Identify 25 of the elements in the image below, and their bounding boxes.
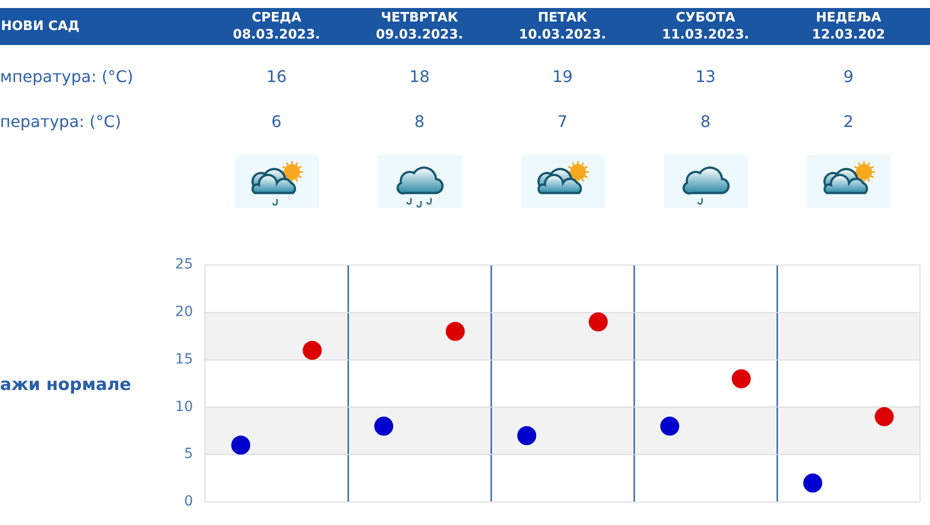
data-label: 18 — [409, 67, 430, 86]
text: НОВИ САД — [1, 18, 80, 36]
text: СУБОТА 11.03.2023. — [662, 10, 750, 42]
y-tick-label: 15 — [175, 351, 193, 368]
data-label: 8 — [414, 112, 425, 132]
y-tick-label: 10 — [175, 398, 193, 415]
data-label: 19 — [552, 67, 573, 86]
text: ЧЕТВРТАК 09.03.2023. — [376, 10, 464, 42]
data-label: 2 — [843, 112, 854, 132]
data-label: 9 — [843, 67, 854, 86]
y-tick-label: 20 — [175, 304, 193, 320]
text: НЕДЕЉА 12.03.202 — [812, 10, 886, 42]
y-tick-label: 25 — [175, 256, 193, 273]
text: ажи нормале — [0, 374, 132, 396]
data-label: 13 — [695, 67, 716, 86]
data-label: 6 — [271, 112, 282, 132]
data-label: 7 — [557, 112, 568, 132]
data-label: 8 — [700, 112, 711, 132]
text: СРЕДА 08.03.2023. — [232, 10, 320, 42]
y-tick-label: 5 — [184, 446, 193, 462]
text: мпература: (°C) — [0, 67, 134, 86]
y-tick-label: 0 — [184, 494, 193, 510]
text: ПЕТАК 10.03.2023. — [518, 10, 606, 42]
data-label: 16 — [266, 67, 287, 86]
text: пература: (°C) — [0, 112, 122, 132]
